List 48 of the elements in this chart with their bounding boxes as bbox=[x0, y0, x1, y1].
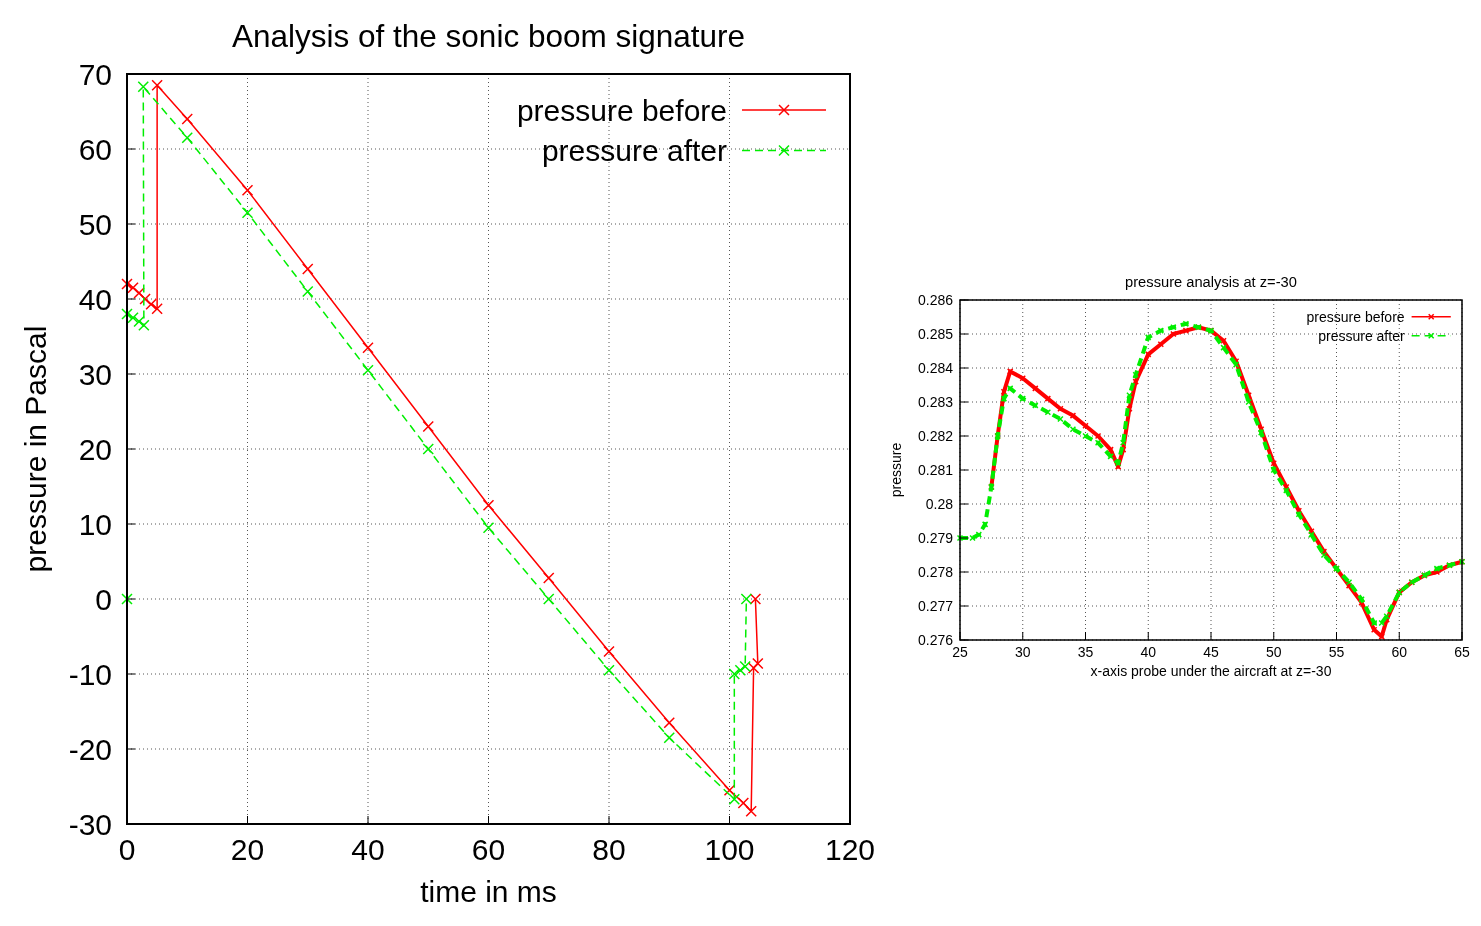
y-tick-label: 60 bbox=[78, 132, 112, 166]
y-tick-label: 0.278 bbox=[917, 563, 954, 580]
x-tick-label: 30 bbox=[1014, 643, 1031, 660]
x-tick-label: 65 bbox=[1454, 643, 1470, 660]
y-tick-label: 0.282 bbox=[917, 427, 954, 444]
y-tick-label: 0 bbox=[95, 582, 112, 616]
y-tick-label: 10 bbox=[78, 507, 112, 541]
y-tick-label: 0.276 bbox=[917, 631, 954, 648]
y-tick-label: 0.285 bbox=[917, 325, 954, 342]
x-tick-label: 25 bbox=[952, 643, 968, 660]
legend-label: pressure before bbox=[1306, 308, 1405, 325]
y-tick-label: 0.279 bbox=[917, 529, 954, 546]
y-tick-label: 30 bbox=[78, 357, 112, 391]
y-tick-label: 0.286 bbox=[917, 291, 954, 308]
chart-title: Analysis of the sonic boom signature bbox=[231, 18, 746, 54]
y-tick-label: -10 bbox=[68, 657, 112, 691]
x-tick-label: 45 bbox=[1203, 643, 1219, 660]
y-axis-title: pressure bbox=[888, 442, 905, 498]
chart-title: pressure analysis at z=-30 bbox=[1125, 274, 1297, 291]
x-tick-label: 40 bbox=[351, 833, 385, 866]
x-tick-label: 0 bbox=[118, 833, 136, 866]
x-tick-label: 40 bbox=[1140, 643, 1157, 660]
y-tick-label: -20 bbox=[68, 732, 112, 766]
y-tick-label: 0.284 bbox=[917, 359, 954, 376]
x-tick-label: 120 bbox=[824, 833, 876, 866]
x-axis-title: x-axis probe under the aircraft at z=-30 bbox=[1090, 663, 1332, 680]
x-axis-title: time in ms bbox=[420, 875, 557, 908]
legend-label: pressure after bbox=[1318, 327, 1405, 344]
x-tick-label: 60 bbox=[1391, 643, 1408, 660]
x-tick-label: 80 bbox=[592, 833, 626, 866]
y-tick-label: 20 bbox=[78, 432, 112, 466]
y-axis-title: pressure in Pascal bbox=[19, 325, 52, 573]
y-tick-label: -30 bbox=[68, 807, 112, 841]
y-tick-label: 50 bbox=[78, 207, 112, 241]
x-tick-label: 20 bbox=[230, 833, 265, 866]
y-tick-label: 0.283 bbox=[917, 393, 954, 410]
legend-label: pressure after bbox=[541, 134, 727, 167]
y-tick-label: 70 bbox=[78, 57, 112, 91]
y-tick-label: 0.281 bbox=[917, 461, 954, 478]
y-tick-label: 0.277 bbox=[917, 597, 954, 614]
x-tick-label: 100 bbox=[704, 833, 755, 866]
legend-label: pressure before bbox=[516, 93, 727, 127]
x-tick-label: 35 bbox=[1077, 643, 1094, 660]
y-tick-label: 0.28 bbox=[925, 495, 954, 512]
y-tick-label: 40 bbox=[78, 282, 112, 316]
x-tick-label: 60 bbox=[471, 833, 506, 866]
x-tick-label: 55 bbox=[1328, 643, 1345, 660]
x-tick-label: 50 bbox=[1265, 643, 1282, 660]
